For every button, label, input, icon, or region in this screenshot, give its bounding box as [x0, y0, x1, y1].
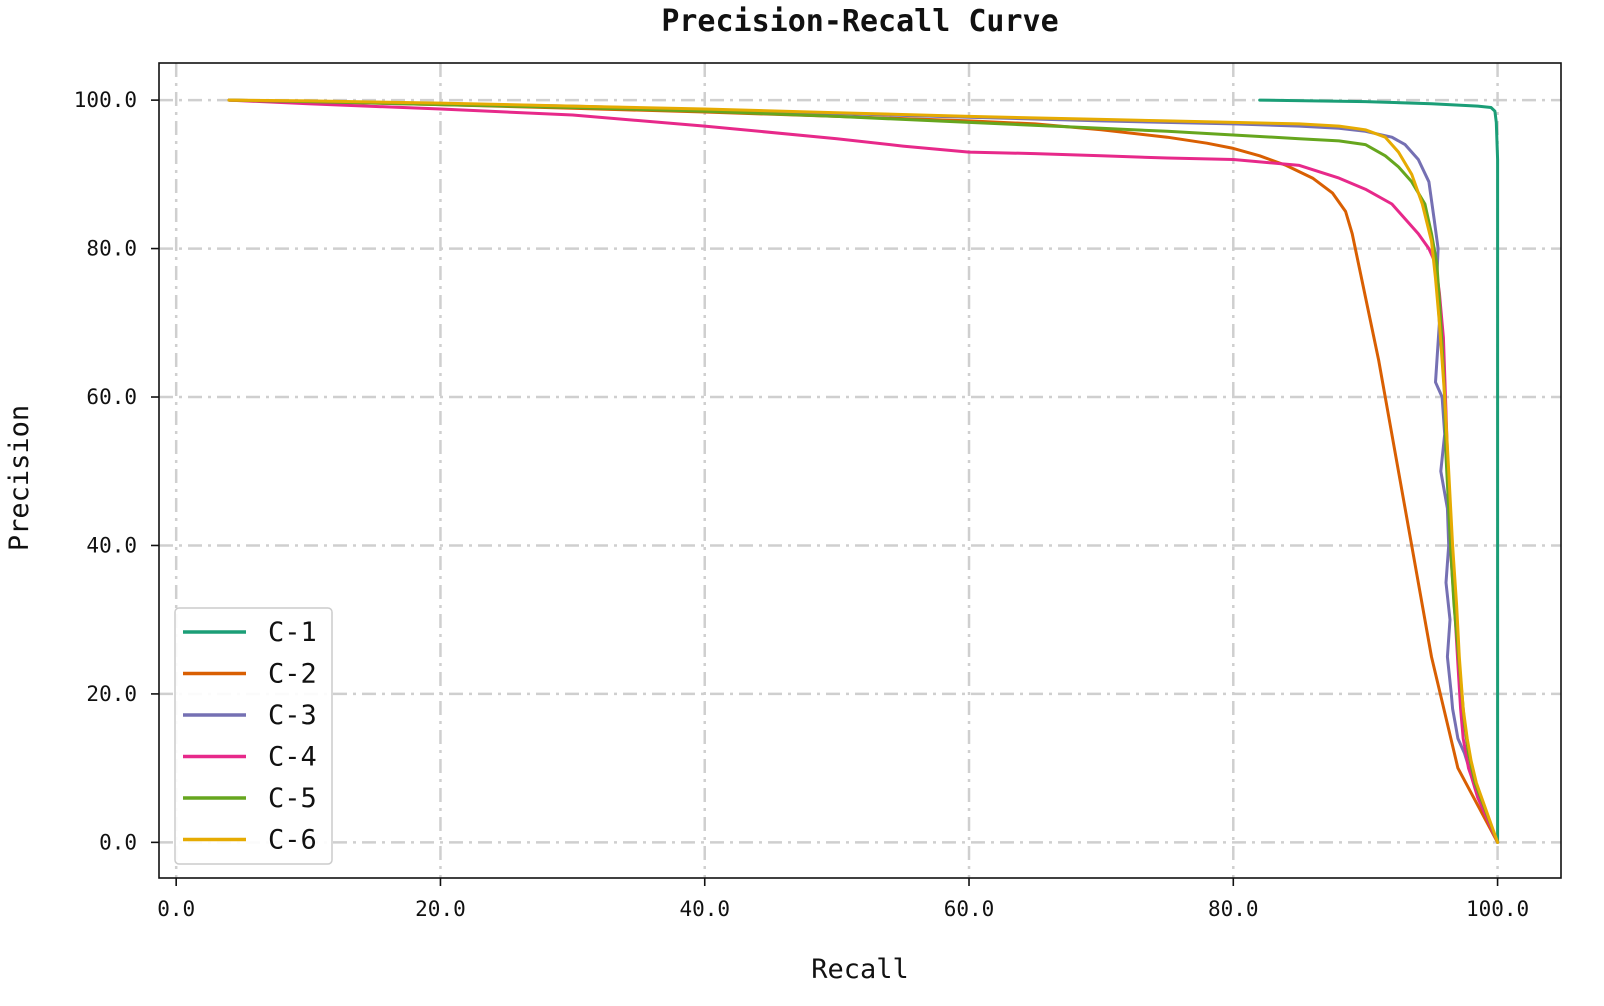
series-line-c-2: [227, 98, 1500, 844]
y-tick-label: 40.0: [86, 533, 137, 557]
y-tick-label: 80.0: [86, 237, 137, 261]
x-tick-label: 100.0: [1466, 897, 1529, 921]
series-line-c-1: [1258, 98, 1500, 844]
legend-label-c-2: C-2: [268, 659, 317, 690]
legend-label-c-4: C-4: [268, 742, 317, 773]
chart-title: Precision-Recall Curve: [661, 4, 1058, 39]
y-tick-label: 20.0: [86, 682, 137, 706]
series-lines: [227, 98, 1500, 844]
x-axis-label: Recall: [811, 954, 909, 985]
x-tick-label: 0.0: [157, 897, 195, 921]
series-line-c-6: [227, 98, 1500, 844]
series-line-c-3: [227, 98, 1500, 844]
y-axis-label: Precision: [4, 405, 35, 551]
grid-lines: [159, 63, 1561, 878]
x-tick-label: 20.0: [415, 897, 466, 921]
axis-ticks: 0.0 20.0 40.0 60.0 80.0 100.0 0.0 20.0 40.0 60.0 8…: [74, 88, 1529, 921]
plot-frame: [158, 62, 1562, 879]
x-tick-label: 40.0: [679, 897, 730, 921]
series-line-c-5: [227, 98, 1500, 844]
legend-label-c-3: C-3: [268, 700, 317, 731]
legend-label-c-5: C-5: [268, 783, 317, 814]
legend: C-1 C-2 C-3 C-4 C-5 C-6: [174, 607, 333, 865]
x-tick-label: 60.0: [944, 897, 995, 921]
series-line-c-4: [227, 98, 1500, 844]
y-tick-label: 60.0: [86, 385, 137, 409]
legend-label-c-1: C-1: [268, 617, 317, 648]
x-tick-label: 80.0: [1208, 897, 1259, 921]
y-tick-label: 0.0: [99, 830, 137, 854]
legend-label-c-6: C-6: [268, 825, 317, 856]
y-tick-label: 100.0: [74, 88, 137, 112]
